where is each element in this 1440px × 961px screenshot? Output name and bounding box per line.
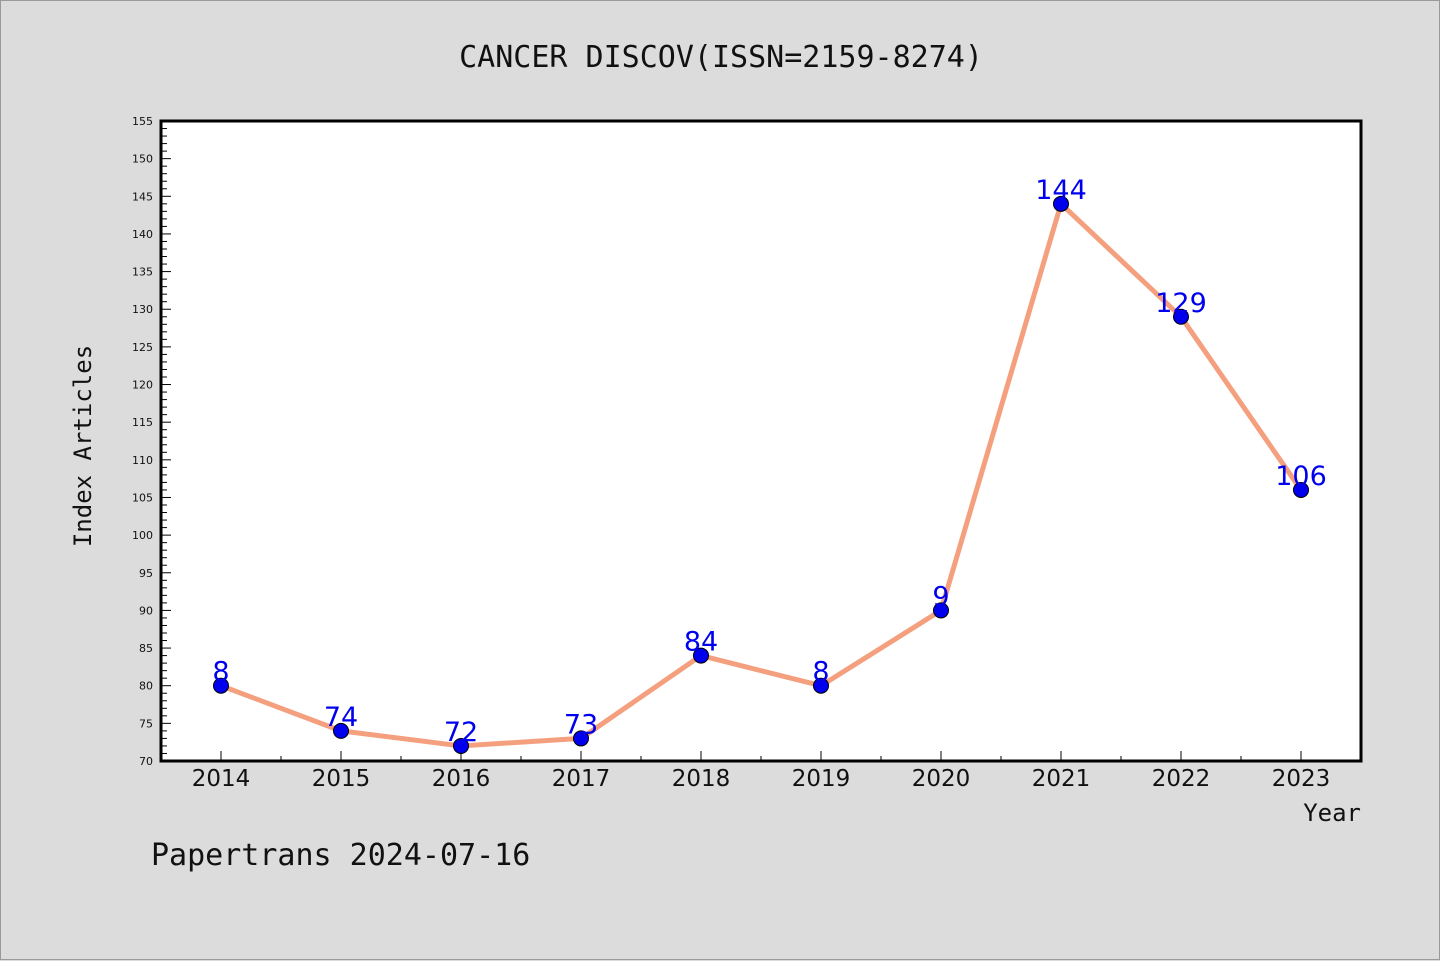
data-label: 8 bbox=[812, 657, 829, 688]
data-point bbox=[453, 737, 469, 754]
data-labels-group: 8 74 72 73 84 8 9 144 129 106 bbox=[212, 175, 1326, 748]
y-tick-label: 90 bbox=[139, 604, 153, 617]
y-tick-label: 140 bbox=[132, 228, 153, 241]
chart-title: CANCER DISCOV(ISSN=2159-8274) bbox=[459, 40, 983, 75]
y-axis-title: Index Articles bbox=[69, 345, 97, 547]
data-label: 129 bbox=[1155, 288, 1207, 319]
x-tick-label: 2023 bbox=[1272, 766, 1331, 792]
data-label: 84 bbox=[684, 627, 718, 658]
x-axis: 2014 2015 2016 2017 2018 2019 2020 2021 2022 2023 bbox=[192, 751, 1331, 792]
y-axis: 70 75 80 85 90 95 100 105 110 115 120 125 130 135 140 1… bbox=[132, 115, 171, 768]
y-tick-label: 75 bbox=[139, 717, 153, 730]
series-points-group bbox=[213, 195, 1309, 754]
y-tick-label: 115 bbox=[132, 416, 153, 429]
y-tick-label: 95 bbox=[139, 567, 153, 580]
data-point bbox=[333, 722, 349, 739]
data-label: 8 bbox=[212, 657, 229, 688]
data-label: 9 bbox=[932, 581, 949, 612]
data-label: 106 bbox=[1275, 461, 1327, 492]
data-label: 74 bbox=[324, 702, 358, 733]
y-tick-label: 110 bbox=[132, 454, 153, 467]
data-point bbox=[693, 647, 709, 664]
y-tick-label: 145 bbox=[132, 190, 153, 203]
y-tick-label: 150 bbox=[132, 153, 153, 166]
watermark-text: Papertrans 2024-07-16 bbox=[151, 838, 530, 873]
x-tick-label: 2015 bbox=[312, 766, 371, 792]
y-tick-label: 120 bbox=[132, 379, 153, 392]
y-tick-label: 125 bbox=[132, 341, 153, 354]
data-point bbox=[933, 602, 949, 619]
x-tick-label: 2016 bbox=[432, 766, 491, 792]
data-label: 72 bbox=[444, 717, 478, 748]
data-point bbox=[813, 677, 829, 694]
data-point bbox=[213, 677, 229, 694]
data-point bbox=[1293, 481, 1309, 498]
x-tick-label: 2020 bbox=[912, 766, 971, 792]
series-line bbox=[218, 201, 1304, 749]
y-tick-label: 105 bbox=[132, 491, 153, 504]
y-tick-label: 155 bbox=[132, 115, 153, 128]
y-tick-label: 85 bbox=[139, 642, 153, 655]
y-tick-label: 135 bbox=[132, 266, 153, 279]
y-tick-label: 80 bbox=[139, 680, 153, 693]
x-axis-title: Year bbox=[1303, 799, 1361, 827]
x-tick-label: 2022 bbox=[1152, 766, 1211, 792]
plot-area bbox=[159, 119, 1363, 763]
y-tick-label: 70 bbox=[139, 755, 153, 768]
data-point bbox=[1053, 195, 1069, 212]
y-tick-label: 100 bbox=[132, 529, 153, 542]
x-tick-label: 2017 bbox=[552, 766, 611, 792]
data-label: 73 bbox=[564, 709, 598, 740]
x-tick-label: 2014 bbox=[192, 766, 251, 792]
data-label: 144 bbox=[1035, 175, 1087, 206]
data-point bbox=[573, 730, 589, 747]
series-line-group bbox=[218, 201, 1304, 749]
y-tick-label: 130 bbox=[132, 303, 153, 316]
x-tick-label: 2019 bbox=[792, 766, 851, 792]
x-tick-label: 2018 bbox=[672, 766, 731, 792]
data-point bbox=[1173, 308, 1189, 325]
x-tick-label: 2021 bbox=[1032, 766, 1091, 792]
